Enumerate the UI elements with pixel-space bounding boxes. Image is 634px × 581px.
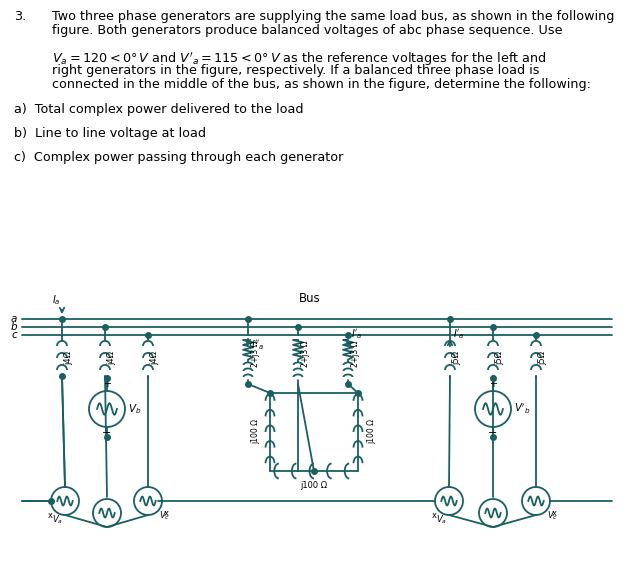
Text: 2+j3 Ω: 2+j3 Ω	[302, 340, 311, 367]
Text: connected in the middle of the bus, as shown in the figure, determine the follow: connected in the middle of the bus, as s…	[52, 78, 591, 91]
Text: 3.: 3.	[14, 10, 26, 23]
Text: j5Ω: j5Ω	[496, 351, 505, 365]
Text: x: x	[164, 509, 169, 518]
Text: a: a	[11, 314, 17, 324]
Text: $I'_a$: $I'_a$	[351, 327, 363, 341]
Text: $I_a$: $I_a$	[52, 293, 61, 307]
Text: $I''_a$: $I''_a$	[251, 338, 264, 352]
Text: $V_a$: $V_a$	[436, 514, 447, 526]
Text: −: −	[102, 428, 112, 438]
Text: $V_c$: $V_c$	[159, 509, 170, 522]
Text: figure. Both generators produce balanced voltages of abc phase sequence. Use: figure. Both generators produce balanced…	[52, 24, 562, 37]
Text: j5Ω: j5Ω	[453, 351, 462, 365]
Text: x: x	[432, 511, 437, 520]
Text: 2+j3 Ω: 2+j3 Ω	[351, 340, 361, 367]
Text: 2+j3 Ω: 2+j3 Ω	[252, 340, 261, 367]
Text: j4Ω: j4Ω	[108, 351, 117, 365]
Text: $V'_b$: $V'_b$	[514, 402, 531, 416]
Text: a)  Total complex power delivered to the load: a) Total complex power delivered to the …	[14, 103, 304, 116]
Text: right generators in the figure, respectively. If a balanced three phase load is: right generators in the figure, respecti…	[52, 64, 540, 77]
Text: $V_c$: $V_c$	[547, 509, 558, 522]
Text: j4Ω: j4Ω	[150, 351, 160, 365]
Text: c: c	[11, 330, 17, 340]
Text: j100 Ω: j100 Ω	[301, 480, 328, 490]
Text: c)  Complex power passing through each generator: c) Complex power passing through each ge…	[14, 151, 344, 164]
Text: $V_a$: $V_a$	[52, 514, 63, 526]
Text: j100 Ω: j100 Ω	[368, 419, 377, 444]
Text: $V_b$: $V_b$	[128, 402, 141, 416]
Text: b: b	[11, 322, 17, 332]
Text: −: −	[488, 428, 498, 438]
Text: $V_a = 120 < 0° \,V$ and $V'_a = 115 < 0° \,V$ as the reference voltages for the: $V_a = 120 < 0° \,V$ and $V'_a = 115 < 0…	[52, 50, 547, 67]
Text: +: +	[103, 379, 111, 389]
Text: Two three phase generators are supplying the same load bus, as shown in the foll: Two three phase generators are supplying…	[52, 10, 614, 23]
Text: x: x	[552, 509, 557, 518]
Text: j100 Ω: j100 Ω	[252, 419, 261, 444]
Text: j5Ω: j5Ω	[538, 351, 548, 365]
Text: Bus: Bus	[299, 292, 321, 305]
Text: j4Ω: j4Ω	[65, 351, 74, 365]
Text: b)  Line to line voltage at load: b) Line to line voltage at load	[14, 127, 206, 140]
Text: $I'_a$: $I'_a$	[453, 327, 465, 341]
Text: x: x	[48, 511, 53, 520]
Text: +: +	[489, 379, 497, 389]
